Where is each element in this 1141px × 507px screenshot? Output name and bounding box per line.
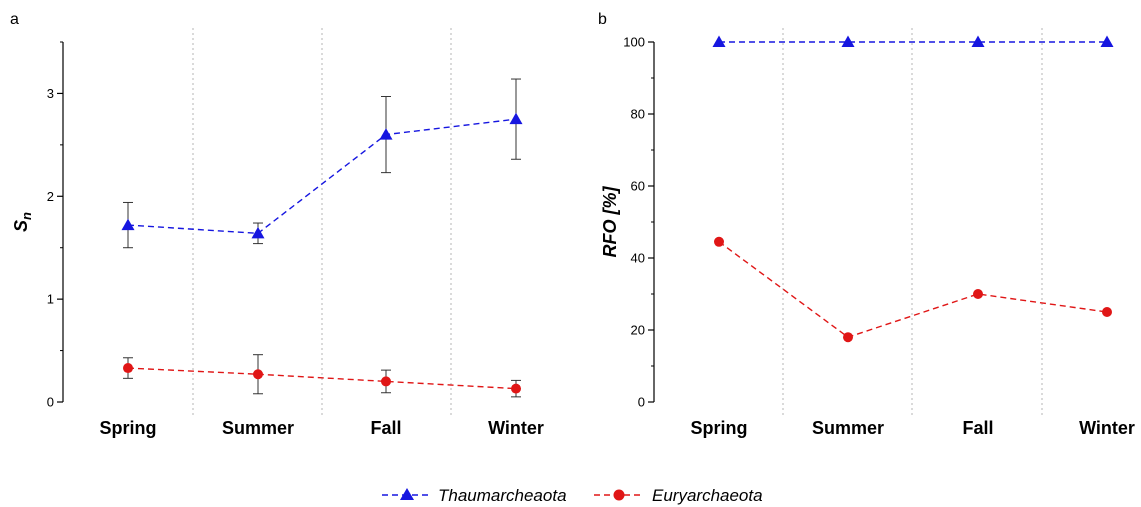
panel-b-x-label-fall: Fall — [962, 418, 993, 438]
panel-a-euryarchaeota-point-spring — [123, 363, 133, 374]
panel-a-y-axis-title-main: S — [11, 220, 31, 232]
legend: Thaumarcheaota Euryarchaeota — [382, 486, 763, 505]
panel-b-letter: b — [598, 11, 607, 28]
panel-a-x-label-summer: Summer — [222, 418, 294, 438]
legend-item-euryarchaeota: Euryarchaeota — [594, 486, 763, 505]
panel-b-thaumarcheaota-point-fall — [971, 35, 985, 47]
panel-a-x-label-spring: Spring — [100, 418, 157, 438]
panel-b-y-tick-label-100: 100 — [623, 35, 645, 50]
legend-label-thaumarcheaota: Thaumarcheaota — [438, 486, 567, 505]
panel-a-y-tick-label-3: 3 — [47, 86, 54, 101]
panel-b-euryarchaeota-point-spring — [714, 236, 724, 247]
panel-a-y-axis-title-sub: n — [19, 212, 34, 220]
panel-a-thaumarcheaota-point-fall — [379, 128, 393, 140]
panel-a-thaumarcheaota-line — [127, 118, 517, 235]
panel-a-euryarchaeota-point-summer — [253, 369, 263, 380]
panel-a-y-axis-title: Sn — [11, 212, 34, 232]
panel-b-euryarchaeota-point-winter — [1102, 307, 1112, 317]
panel-a-x-label-winter: Winter — [488, 418, 544, 438]
panel-a-thaumarcheaota-point-winter — [509, 112, 523, 125]
panel-a-euryarchaeota-point-winter — [511, 383, 521, 394]
panel-a-x-label-fall: Fall — [370, 418, 401, 438]
panel-b-euryarchaeota-point-fall — [973, 289, 983, 299]
panel-b-euryarchaeota-point-summer — [843, 332, 853, 343]
panel-b-y-tick-label-40: 40 — [631, 251, 645, 266]
panel-a-y-tick-label-1: 1 — [47, 292, 54, 307]
panel-a-euryarchaeota-point-fall — [381, 376, 391, 387]
panel-b-x-label-winter: Winter — [1079, 418, 1135, 438]
panel-a-y-tick-label-0: 0 — [47, 395, 54, 410]
panel-b-y-tick-label-20: 20 — [631, 323, 645, 338]
panel-b-euryarchaeota-line — [718, 241, 1108, 338]
panel-b: b RFO [%] 0 20 40 60 80 100 Spring Summer Fall Wi… — [598, 11, 1135, 438]
legend-marker-euryarchaeota — [613, 489, 625, 501]
legend-item-thaumarcheaota: Thaumarcheaota — [382, 486, 567, 505]
panel-a-euryarchaeota-line — [127, 367, 517, 390]
panel-b-x-label-spring: Spring — [691, 418, 748, 438]
panel-b-y-tick-label-0: 0 — [638, 395, 645, 410]
legend-label-euryarchaeota: Euryarchaeota — [652, 486, 763, 505]
panel-b-x-label-summer: Summer — [812, 418, 884, 438]
panel-a-y-tick-label-2: 2 — [47, 189, 54, 204]
panel-b-y-axis-title: RFO [%] — [600, 186, 620, 258]
panel-a: a Sn 0 1 2 3 Spring Summer Fall Winter — [10, 11, 544, 438]
panel-b-thaumarcheaota-point-spring — [712, 35, 726, 47]
panel-a-thaumarcheaota-point-spring — [121, 218, 135, 231]
panel-a-thaumarcheaota-point-summer — [251, 226, 265, 239]
panel-b-thaumarcheaota-point-winter — [1100, 35, 1114, 47]
legend-marker-thaumarcheaota — [400, 488, 414, 500]
panel-a-letter: a — [10, 11, 19, 28]
panel-b-thaumarcheaota-point-summer — [841, 35, 855, 47]
panel-b-y-tick-label-60: 60 — [631, 179, 645, 194]
panel-b-y-tick-label-80: 80 — [631, 107, 645, 122]
